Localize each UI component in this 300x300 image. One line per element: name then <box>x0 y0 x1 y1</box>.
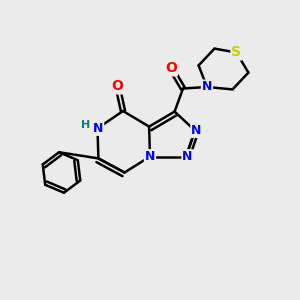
Text: S: S <box>231 46 242 59</box>
Text: N: N <box>145 150 155 163</box>
Text: H: H <box>82 120 91 130</box>
Text: N: N <box>182 150 193 163</box>
Text: O: O <box>165 61 177 75</box>
Text: N: N <box>93 122 103 135</box>
Text: O: O <box>112 80 124 93</box>
Text: N: N <box>202 80 212 94</box>
Text: N: N <box>191 124 202 137</box>
